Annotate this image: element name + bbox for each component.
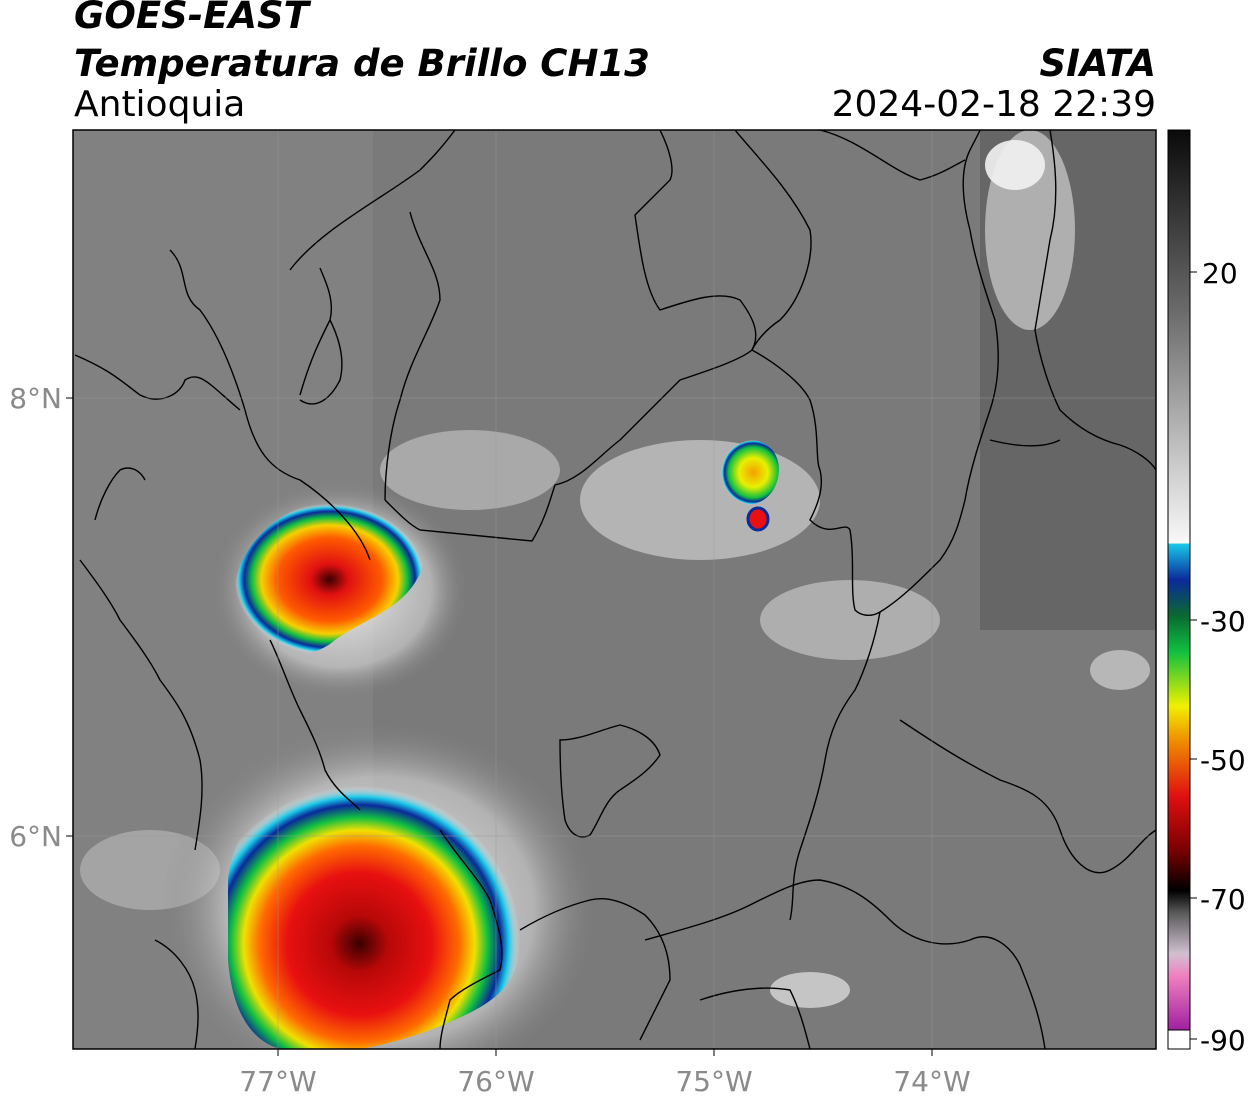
northeast-storm-cell	[715, 440, 779, 505]
colorbar: 20 -30 -50 -70 -90	[1167, 129, 1246, 1057]
lat-tick-label: 6°N	[9, 820, 62, 853]
colorbar-tick-label: 20	[1202, 257, 1238, 290]
boundary-lines	[74, 130, 1156, 1049]
southern-storm-cell	[228, 765, 520, 1049]
region-label: Antioquia	[74, 84, 246, 125]
colorbar-gradient	[1168, 130, 1190, 1030]
satellite-title: GOES-EAST	[74, 0, 309, 37]
product-title: Temperatura de Brillo CH13	[74, 42, 650, 85]
bright-cloud-band	[580, 440, 820, 560]
colorbar-under-swatch	[1167, 1029, 1191, 1050]
lon-tick-label: 77°W	[239, 1065, 316, 1098]
northeast-small-cell	[746, 506, 770, 532]
timestamp-label: 2024-02-18 22:39	[831, 84, 1156, 125]
y-axis-ticks: 8°N 6°N	[9, 382, 73, 853]
lon-tick-label: 75°W	[675, 1065, 752, 1098]
lon-tick-label: 76°W	[457, 1065, 534, 1098]
colorbar-tick-label: -70	[1200, 883, 1246, 916]
colorbar-tick-label: -50	[1200, 744, 1246, 777]
graticule-lines	[73, 130, 1156, 1049]
lat-tick-label: 8°N	[9, 382, 62, 415]
organization-label: SIATA	[1039, 42, 1156, 85]
western-storm-cell	[234, 503, 425, 656]
lon-tick-label: 74°W	[893, 1065, 970, 1098]
colorbar-tick-label: -30	[1200, 605, 1246, 638]
map-frame	[72, 129, 1157, 1050]
map-panel	[73, 130, 1156, 1049]
colorbar-tick-label: -90	[1200, 1024, 1246, 1057]
x-axis-ticks: 77°W 76°W 75°W 74°W	[239, 1049, 971, 1098]
